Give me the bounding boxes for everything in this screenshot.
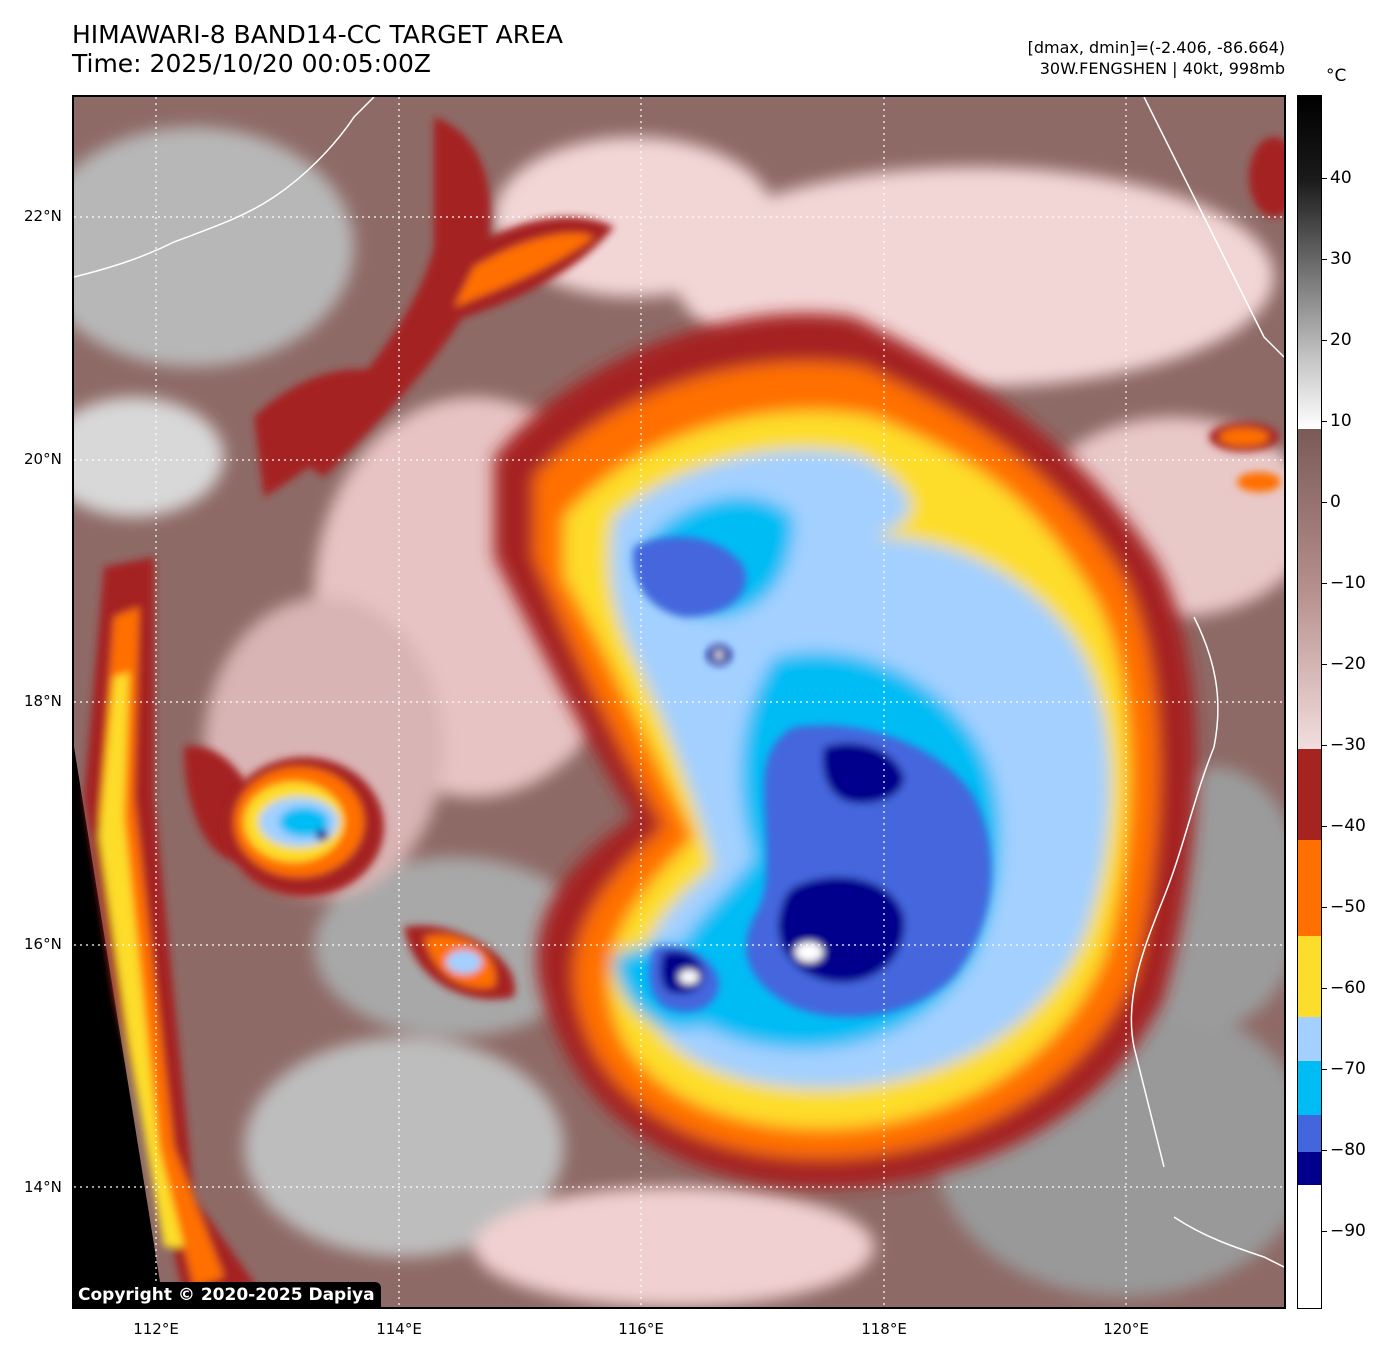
colorbar-brown-pink	[1298, 429, 1321, 749]
colorbar-yellow	[1298, 936, 1321, 1017]
colorbar-label-minus80: −80	[1330, 1140, 1366, 1160]
colorbar-blue	[1298, 1115, 1321, 1152]
cb-tick-m80	[1322, 1150, 1327, 1151]
cb-tick-m20	[1322, 664, 1327, 665]
lat-label-14n: 14°N	[24, 1178, 62, 1196]
gridlines	[74, 97, 1284, 1307]
colorbar-orange	[1298, 840, 1321, 936]
colorbar-unit: °C	[1326, 66, 1347, 86]
title-line-satellite: HIMAWARI-8 BAND14-CC TARGET AREA	[72, 20, 564, 49]
colorbar-label-10: 10	[1330, 411, 1352, 431]
colorbar-label-30: 30	[1330, 249, 1352, 269]
colorbar-label-minus60: −60	[1330, 978, 1366, 998]
storm-name-intensity: 30W.FENGSHEN | 40kt, 998mb	[1039, 59, 1285, 78]
cb-tick-m60	[1322, 988, 1327, 989]
colorbar-label-minus20: −20	[1330, 654, 1366, 674]
temperature-range: [dmax, dmin]=(-2.406, -86.664)	[1027, 38, 1285, 57]
coastlines	[74, 97, 1284, 1268]
colorbar-navy	[1298, 1152, 1321, 1185]
colorbar-label-minus50: −50	[1330, 897, 1366, 917]
cb-tick-30	[1322, 259, 1327, 260]
colorbar-label-20: 20	[1330, 330, 1352, 350]
image-title: HIMAWARI-8 BAND14-CC TARGET AREA Time: 2…	[72, 20, 563, 78]
lat-label-22n: 22°N	[24, 207, 62, 225]
lon-label-116e: 116°E	[618, 1320, 664, 1338]
northeast-cells	[1209, 137, 1284, 492]
colorbar-label-minus40: −40	[1330, 816, 1366, 836]
cb-tick-m30	[1322, 745, 1327, 746]
colorbar-lightblue	[1298, 1017, 1321, 1061]
typhoon-core	[633, 536, 992, 1017]
western-convective-cell	[224, 757, 384, 897]
colorbar-label-minus70: −70	[1330, 1059, 1366, 1079]
cb-tick-0	[1322, 502, 1327, 503]
northern-bands	[184, 117, 614, 1000]
colorbar-label-40: 40	[1330, 168, 1352, 188]
ir-imagery	[74, 97, 1284, 1307]
cb-tick-m90	[1322, 1231, 1327, 1232]
cb-tick-40	[1322, 178, 1327, 179]
cb-tick-m10	[1322, 583, 1327, 584]
lon-label-118e: 118°E	[861, 1320, 907, 1338]
colorbar-label-minus30: −30	[1330, 735, 1366, 755]
lat-label-18n: 18°N	[24, 692, 62, 710]
colorbar-label-0: 0	[1330, 492, 1341, 512]
colorbar-warm-grayscale	[1298, 96, 1321, 429]
lat-label-20n: 20°N	[24, 450, 62, 468]
cb-tick-10	[1322, 421, 1327, 422]
left-edge-band	[84, 557, 264, 1297]
cb-tick-20	[1322, 340, 1327, 341]
no-data-region	[74, 747, 164, 1307]
colorbar-white	[1298, 1185, 1321, 1308]
lon-label-112e: 112°E	[133, 1320, 179, 1338]
colorbar-label-minus10: −10	[1330, 573, 1366, 593]
lat-label-16n: 16°N	[24, 935, 62, 953]
colorbar-red	[1298, 749, 1321, 840]
colorbar-cyan	[1298, 1061, 1321, 1115]
lon-label-114e: 114°E	[376, 1320, 422, 1338]
lon-label-120e: 120°E	[1103, 1320, 1149, 1338]
cb-tick-m70	[1322, 1069, 1327, 1070]
title-line-time: Time: 2025/10/20 00:05:00Z	[72, 49, 431, 78]
cb-tick-m50	[1322, 907, 1327, 908]
copyright-label: Copyright © 2020-2025 Dapiya	[72, 1282, 381, 1309]
satellite-image	[72, 95, 1286, 1309]
colorbar	[1297, 95, 1322, 1309]
colorbar-label-minus90: −90	[1330, 1221, 1366, 1241]
cb-tick-m40	[1322, 826, 1327, 827]
storm-info: [dmax, dmin]=(-2.406, -86.664) 30W.FENGS…	[1028, 37, 1285, 79]
